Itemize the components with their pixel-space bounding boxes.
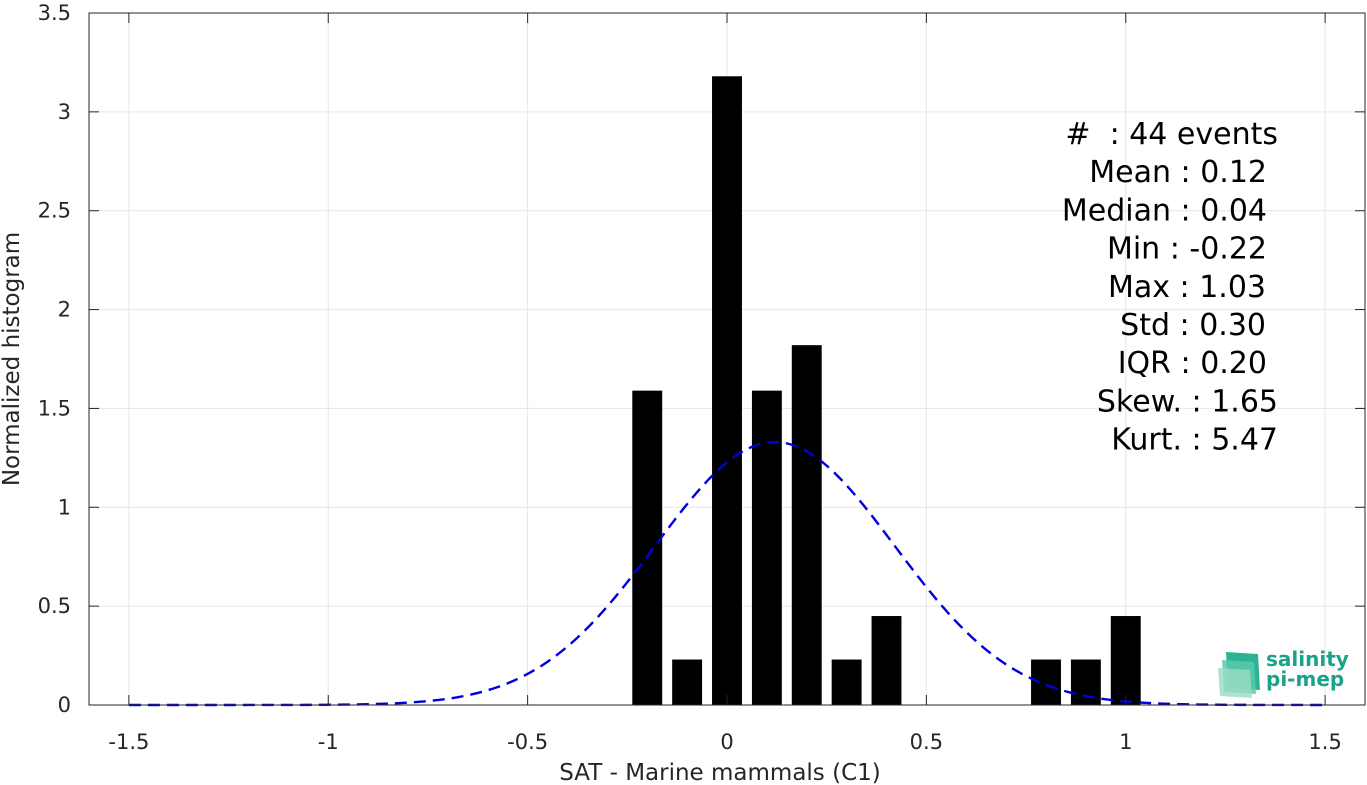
logo-line1: salinity xyxy=(1266,647,1349,671)
histogram-bar xyxy=(672,659,703,705)
x-tick-label: -1 xyxy=(318,730,339,754)
stats-line: Kurt. : 5.47 xyxy=(1111,423,1278,458)
histogram-bar xyxy=(831,659,862,705)
x-tick-labels: -1.5 -1 -0.5 0 0.5 1 1.5 xyxy=(108,730,1341,754)
x-tick-label: 1.5 xyxy=(1308,730,1341,754)
y-tick-label: 3 xyxy=(58,100,71,124)
y-tick-label: 1.5 xyxy=(38,396,71,420)
histogram-bar xyxy=(712,76,742,706)
y-tick-labels: 0 0.5 1 1.5 2 2.5 3 3.5 xyxy=(38,1,71,717)
x-tick-label: -0.5 xyxy=(507,730,548,754)
stats-line: IQR : 0.20 xyxy=(1118,346,1267,381)
y-tick-label: 0 xyxy=(58,693,71,717)
y-tick-label: 0.5 xyxy=(38,594,71,618)
x-axis-label: SAT - Marine mammals (C1) xyxy=(559,760,881,785)
axis-ticks xyxy=(89,12,1365,706)
salinity-pimep-logo: salinity pi-mep xyxy=(1218,647,1349,698)
wave-logo-icon xyxy=(1218,652,1260,698)
y-axis-label: Normalized histogram xyxy=(0,232,25,486)
y-tick-label: 1 xyxy=(58,495,71,519)
x-tick-label: 1 xyxy=(1119,730,1132,754)
logo-line2: pi-mep xyxy=(1266,667,1344,691)
x-tick-label: 0 xyxy=(720,730,733,754)
y-tick-label: 2 xyxy=(58,298,71,322)
stats-line: Max : 1.03 xyxy=(1108,270,1266,305)
histogram-bar xyxy=(751,390,782,705)
y-tick-label: 2.5 xyxy=(38,199,71,223)
histogram-bars xyxy=(632,76,1141,706)
histogram-bar xyxy=(791,345,822,705)
stats-line: Skew. : 1.65 xyxy=(1097,384,1278,419)
stats-line: Mean : 0.12 xyxy=(1089,155,1267,190)
x-tick-label: -1.5 xyxy=(108,730,149,754)
stats-line: # : 44 events xyxy=(1065,117,1278,152)
histogram-bar xyxy=(1110,616,1141,705)
stats-line: Min : -0.22 xyxy=(1107,232,1267,267)
stats-line: Median : 0.04 xyxy=(1062,193,1267,228)
histogram-bar xyxy=(1031,659,1061,705)
histogram-bar xyxy=(1070,659,1101,705)
histogram-bar xyxy=(632,390,663,705)
stats-line: Std : 0.30 xyxy=(1120,308,1266,343)
histogram-bar xyxy=(871,616,902,705)
x-tick-label: 0.5 xyxy=(910,730,943,754)
y-tick-label: 3.5 xyxy=(38,1,71,25)
